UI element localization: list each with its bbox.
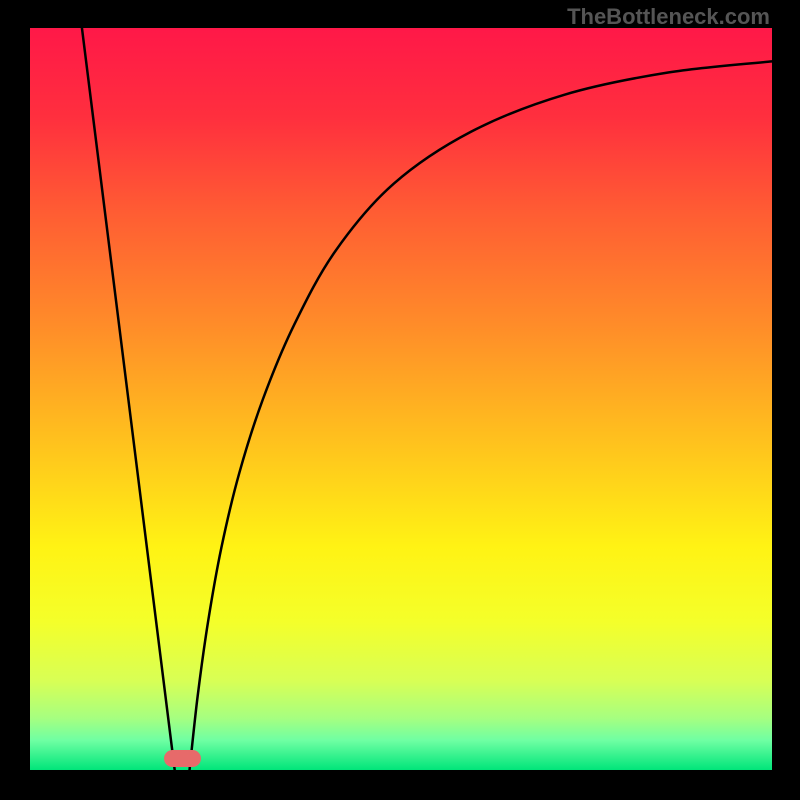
plot-area	[30, 28, 772, 770]
optimal-range-marker	[164, 750, 201, 767]
bottleneck-curve	[30, 28, 772, 770]
chart-frame: TheBottleneck.com	[0, 0, 800, 800]
watermark-text: TheBottleneck.com	[567, 4, 770, 30]
